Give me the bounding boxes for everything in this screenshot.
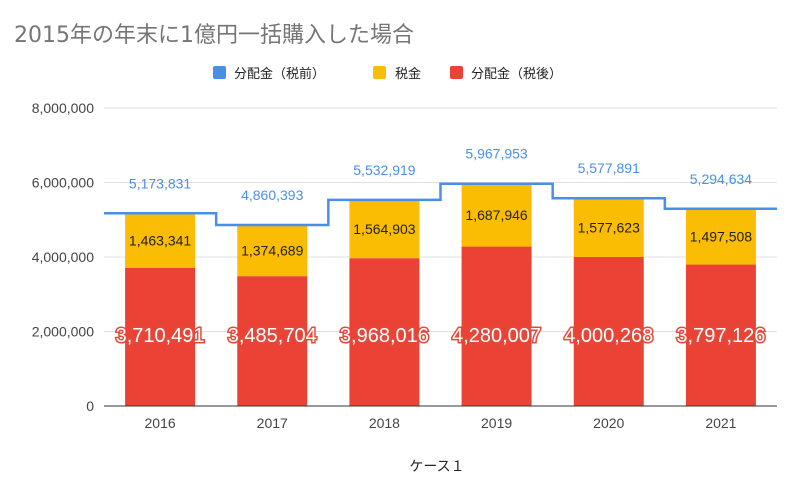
bar-tax	[125, 213, 196, 268]
x-tick-label: 2021	[705, 415, 736, 431]
pretax-step-path	[104, 182, 777, 227]
bar-aftertax	[237, 276, 308, 406]
pretax-step-line	[104, 182, 777, 227]
bar-aftertax	[685, 264, 756, 406]
label-aftertax: 3,485,704	[228, 325, 317, 347]
x-tick-label: 2018	[369, 415, 400, 431]
y-tick-label: 8,000,000	[32, 100, 94, 116]
legend-label-pretax: 分配金（税前）	[234, 66, 325, 82]
legend-swatch-aftertax	[450, 66, 463, 79]
x-tick-label: 2016	[145, 415, 176, 431]
bar-tax	[573, 198, 644, 257]
label-tax: 1,577,623	[578, 220, 640, 236]
label-aftertax: 3,710,491	[116, 325, 205, 347]
label-pretax: 5,577,891	[578, 160, 640, 176]
label-tax: 1,687,946	[465, 207, 527, 223]
label-tax: 1,374,689	[241, 243, 303, 259]
chart-title: 2015年の年末に1億円一括購入した場合	[14, 23, 414, 48]
legend-swatch-pretax	[213, 66, 226, 79]
label-tax: 1,564,903	[353, 221, 415, 237]
gridlines	[104, 107, 777, 332]
y-axis: 0 2,000,000 4,000,000 6,000,000 8,000,000	[32, 100, 95, 414]
x-tick-label: 2017	[257, 415, 288, 431]
label-tax: 1,497,508	[690, 229, 752, 245]
label-aftertax: 4,280,007	[452, 325, 541, 347]
label-pretax: 5,532,919	[353, 162, 415, 178]
bar-aftertax	[573, 256, 644, 406]
label-pretax: 5,294,634	[690, 171, 752, 187]
y-tick-label: 2,000,000	[32, 324, 94, 340]
data-labels: 5,173,831 1,463,341 3,710,491 4,860,393 1,37…	[114, 146, 767, 349]
label-aftertax: 3,797,126	[676, 325, 765, 347]
bar-tax	[685, 208, 756, 265]
label-pretax: 5,173,831	[129, 175, 191, 191]
bars	[125, 183, 756, 406]
x-tick-label: 2019	[481, 415, 512, 431]
legend: 分配金（税前） 税金 分配金（税後）	[213, 66, 562, 82]
label-tax: 1,463,341	[129, 233, 191, 249]
bar-aftertax	[125, 267, 196, 406]
bar-tax	[349, 199, 420, 259]
label-pretax: 5,967,953	[465, 146, 527, 162]
y-tick-label: 4,000,000	[32, 249, 94, 265]
x-axis: 2016 2017 2018 2019 2020 2021	[104, 405, 777, 431]
y-tick-label: 0	[86, 398, 94, 414]
label-aftertax: 4,000,268	[564, 325, 653, 347]
x-tick-label: 2020	[593, 415, 624, 431]
bar-tax	[461, 183, 532, 247]
legend-label-aftertax: 分配金（税後）	[471, 66, 562, 82]
bar-aftertax	[461, 246, 532, 406]
bar-tax	[237, 224, 308, 277]
label-aftertax: 3,968,016	[340, 325, 429, 347]
legend-label-tax: 税金	[395, 66, 421, 82]
bar-aftertax	[349, 258, 420, 406]
legend-swatch-tax	[373, 66, 386, 79]
x-axis-title: ケース１	[409, 459, 464, 475]
label-pretax: 4,860,393	[241, 187, 303, 203]
y-tick-label: 6,000,000	[32, 175, 94, 191]
